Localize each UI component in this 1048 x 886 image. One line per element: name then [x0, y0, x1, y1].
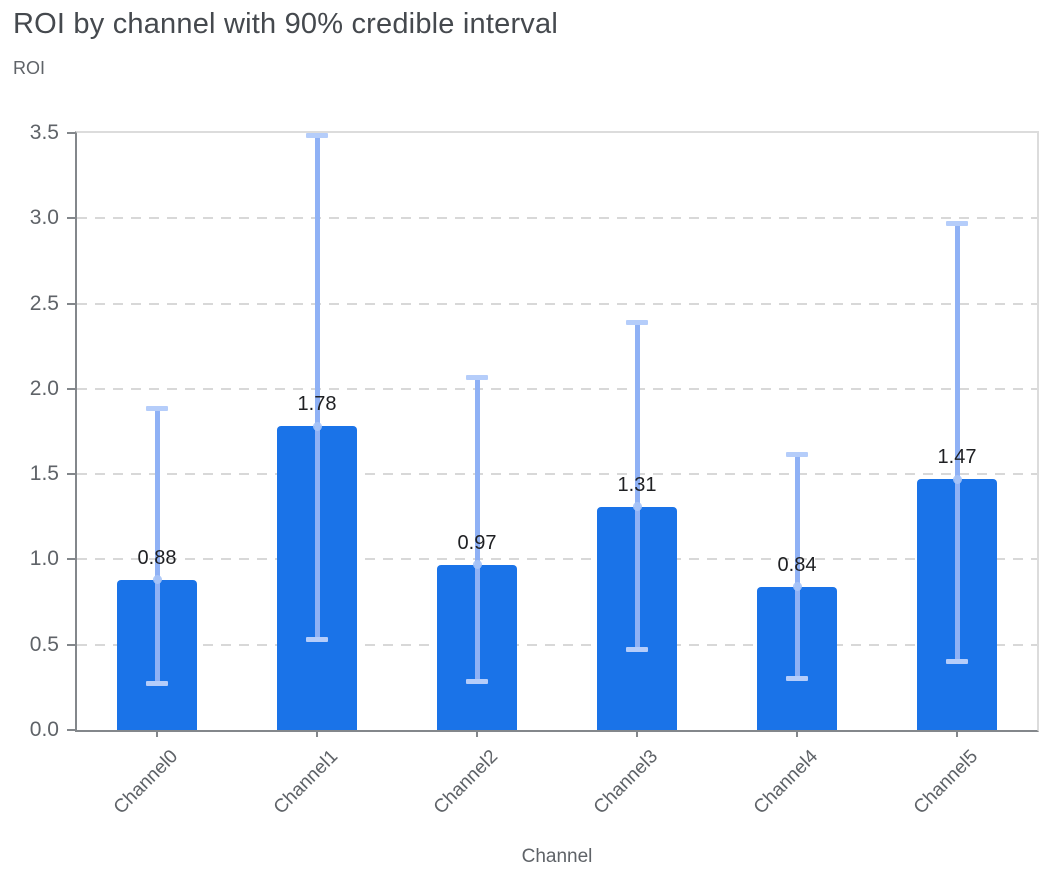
y-tick-label: 1.0: [29, 547, 59, 571]
error-bar-cap-top: [946, 221, 968, 227]
error-bar-cap-top: [306, 132, 328, 138]
error-bar-line: [474, 376, 480, 683]
gridline: [77, 643, 1037, 646]
mean-marker: [632, 502, 642, 512]
error-bar-line: [154, 407, 160, 684]
error-bar-cap-bottom: [146, 680, 168, 686]
x-tick-label-text: Channel1: [269, 746, 342, 819]
chart-title: ROI by channel with 90% credible interva…: [13, 8, 558, 40]
error-bar-line: [634, 322, 640, 650]
error-bar-cap-bottom: [466, 679, 488, 685]
bar-value-label: 0.88: [137, 546, 177, 569]
gridline: [77, 302, 1037, 305]
plot-area: 0.0 0.5 1.0 1.5 2.0 2.5 3.0 3.5 0.88 Channel0 1.78…: [30, 121, 1039, 818]
y-tick-label: 2.0: [29, 376, 59, 400]
gridline: [77, 217, 1037, 220]
x-axis-tick: [316, 730, 318, 737]
bar-value-label: 0.97: [457, 531, 497, 554]
x-axis-tick: [796, 730, 798, 737]
y-axis-tick: [67, 473, 75, 476]
gridline: [77, 387, 1037, 390]
y-tick-label: 0.5: [29, 632, 59, 656]
bar-value-label: 1.31: [617, 473, 657, 496]
error-bar-line: [314, 134, 320, 640]
error-bar-cap-bottom: [306, 636, 328, 642]
error-bar-cap-bottom: [946, 658, 968, 664]
bar-value-label: 1.78: [297, 393, 337, 416]
error-bar-line: [954, 223, 960, 662]
bar-value-label: 0.84: [777, 553, 817, 576]
y-tick-label: 3.5: [29, 121, 59, 144]
mean-marker: [792, 582, 802, 592]
error-bar-cap-bottom: [786, 675, 808, 681]
error-bar-cap-top: [626, 320, 648, 326]
mean-marker: [312, 421, 322, 431]
error-bar-cap-top: [146, 405, 168, 411]
y-tick-label: 1.5: [29, 462, 59, 486]
y-axis-tick: [67, 643, 75, 646]
x-tick-label-text: Channel4: [749, 746, 822, 819]
gridline: [77, 558, 1037, 561]
x-tick-label-text: Channel0: [109, 746, 182, 819]
mean-marker: [952, 474, 962, 484]
y-tick-label: 3.0: [29, 206, 59, 230]
y-axis-tick: [67, 302, 75, 305]
y-axis-tick: [67, 387, 75, 390]
y-axis-tick: [67, 558, 75, 561]
gridline: [77, 473, 1037, 476]
x-axis-tick: [476, 730, 478, 737]
x-axis-tick: [956, 730, 958, 737]
y-axis-tick: [67, 132, 75, 134]
x-tick-label-text: Channel2: [429, 746, 502, 819]
x-tick-label-text: Channel3: [589, 746, 662, 819]
y-axis-tick: [67, 729, 75, 731]
error-bar-cap-top: [466, 374, 488, 380]
y-tick-label: 2.5: [29, 291, 59, 315]
y-tick-label: 0.0: [29, 718, 59, 741]
bar-value-label: 1.47: [937, 446, 977, 469]
y-axis-tick: [67, 217, 75, 220]
mean-marker: [152, 575, 162, 585]
y-axis-title: ROI: [13, 58, 46, 78]
x-axis-tick: [156, 730, 158, 737]
x-axis-title: Channel: [521, 846, 593, 867]
error-bar-cap-bottom: [626, 646, 648, 652]
x-tick-label-text: Channel5: [909, 746, 982, 819]
mean-marker: [472, 560, 482, 570]
error-bar-line: [794, 453, 800, 679]
x-axis-tick: [636, 730, 638, 737]
error-bar-cap-top: [786, 451, 808, 457]
